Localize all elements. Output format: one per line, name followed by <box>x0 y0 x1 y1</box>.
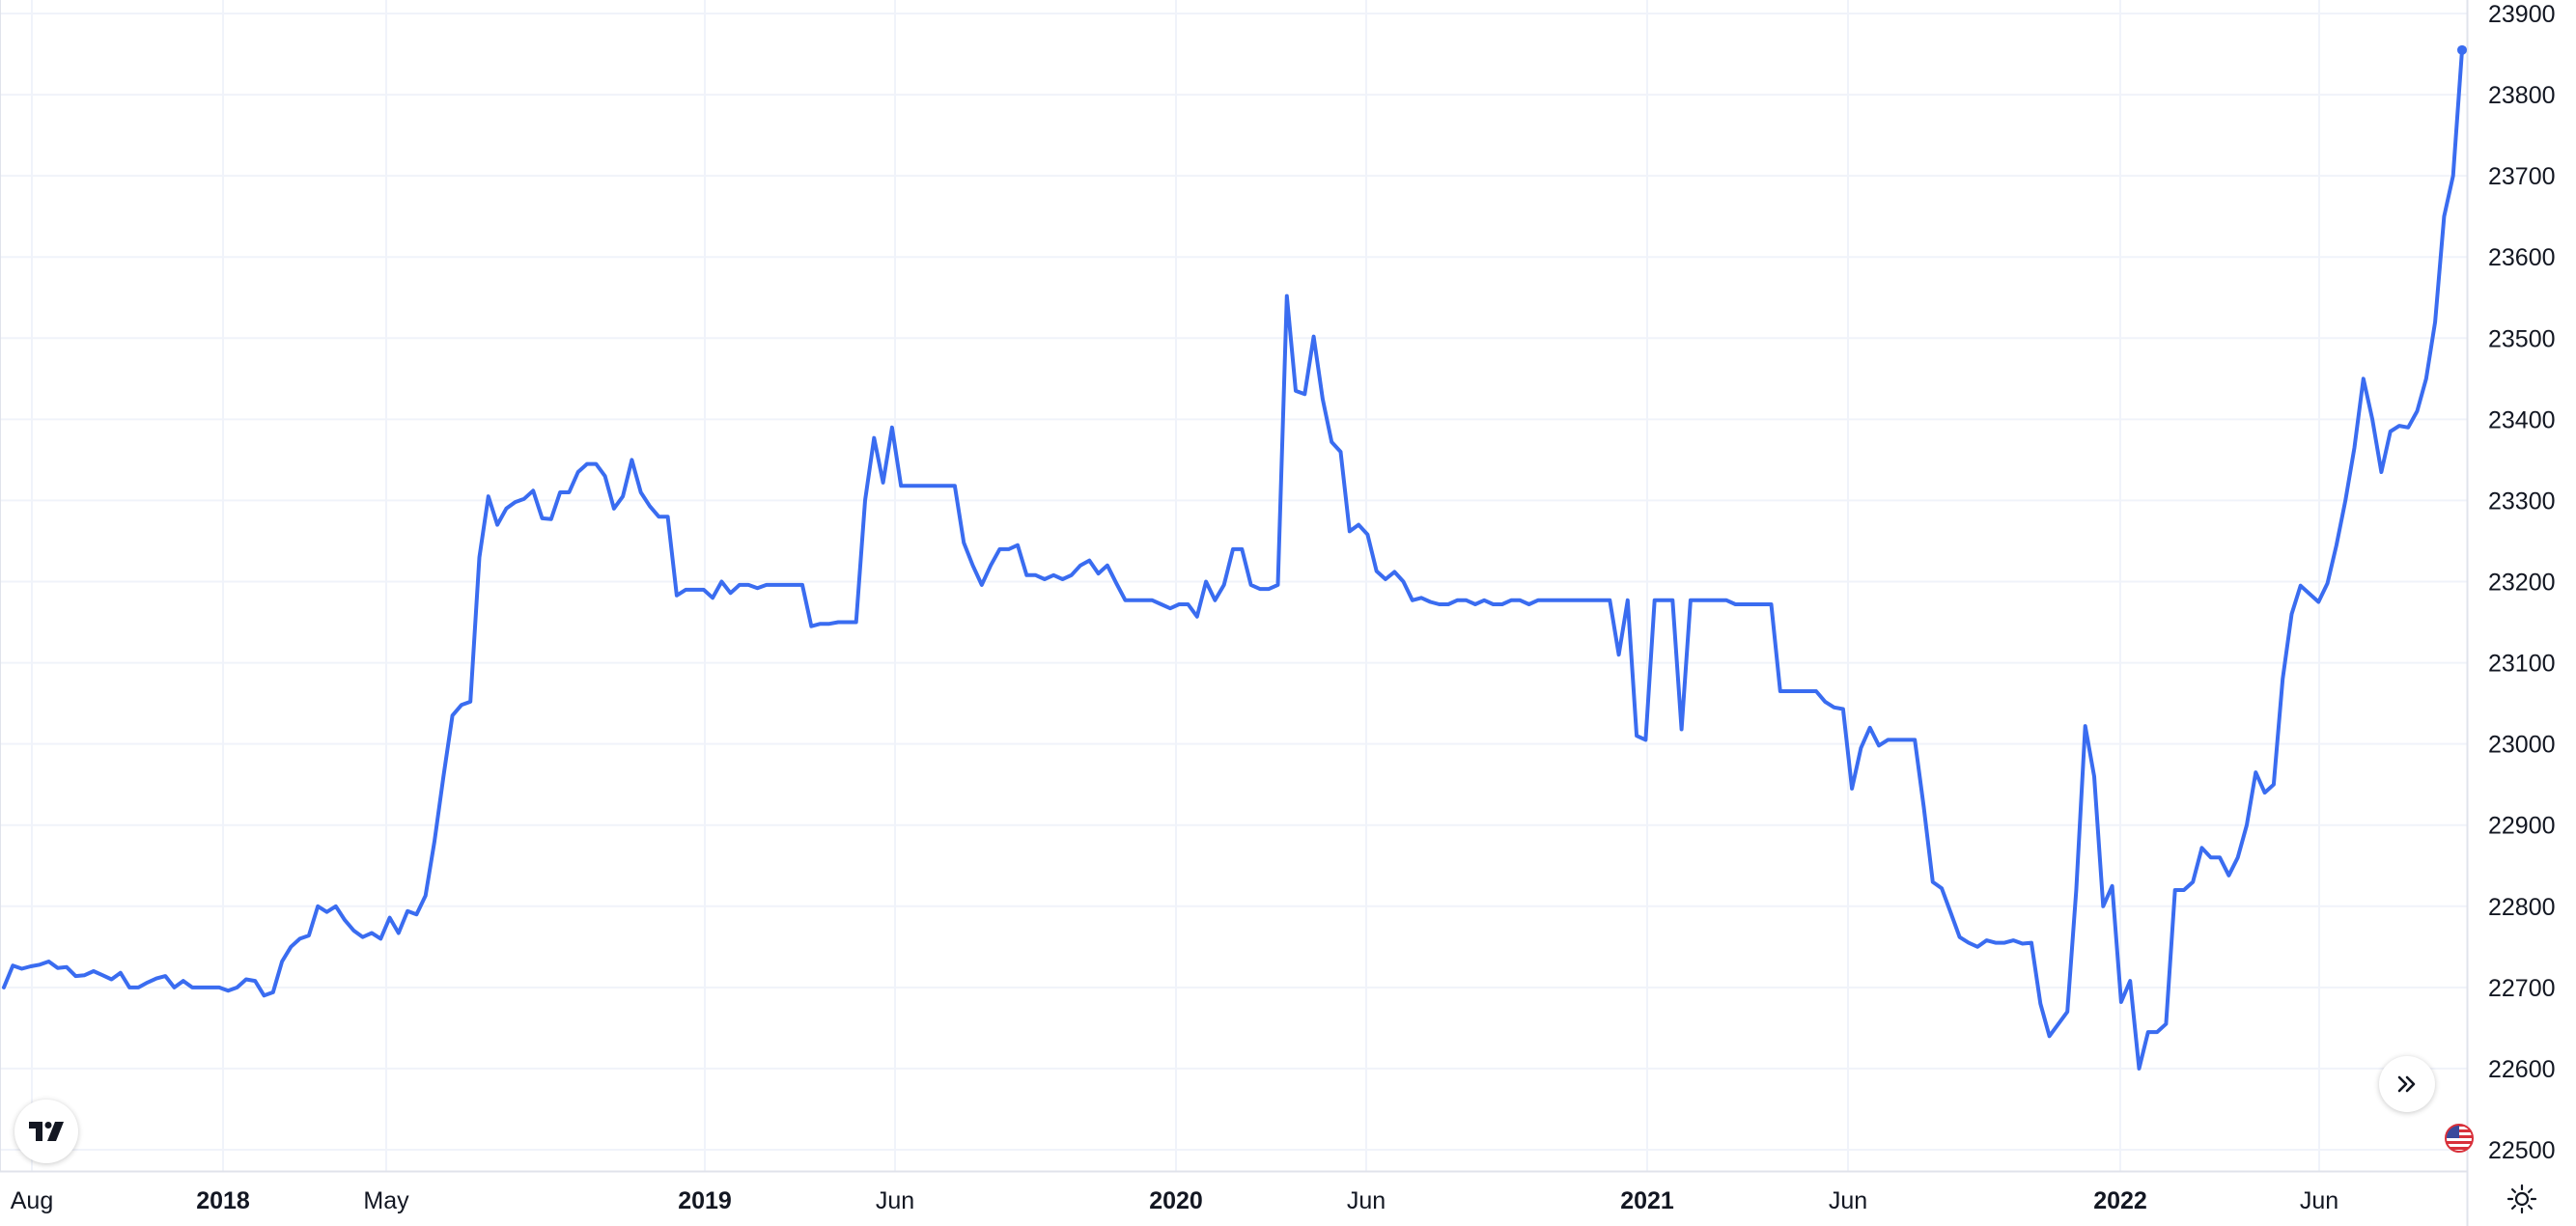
double-chevron-right-icon <box>2397 1075 2416 1093</box>
us-flag-icon <box>2445 1124 2474 1153</box>
tradingview-logo-icon[interactable] <box>14 1100 78 1163</box>
y-tick-label: 23200 <box>2488 570 2556 597</box>
tradingview-logo-glyph <box>29 1122 64 1141</box>
y-tick-label: 23500 <box>2488 325 2556 352</box>
x-tick-label: May <box>363 1187 409 1214</box>
x-axis-ticks: Aug 2018 May 2019 Jun 2020 Jun 2021 Jun 2022 Jun <box>11 1187 2338 1214</box>
y-tick-label: 23900 <box>2488 1 2556 28</box>
y-tick-label: 22600 <box>2488 1056 2556 1083</box>
series-layer <box>2 44 2467 1071</box>
x-tick-label: 2019 <box>678 1187 732 1214</box>
gear-icon <box>2506 1184 2537 1214</box>
x-tick-label: Jun <box>1347 1187 1386 1214</box>
y-tick-label: 23700 <box>2488 163 2556 190</box>
x-tick-label: 2021 <box>1620 1187 1674 1214</box>
scroll-to-realtime-button[interactable] <box>2379 1056 2435 1112</box>
x-tick-label: Jun <box>876 1187 914 1214</box>
y-tick-label: 23100 <box>2488 651 2556 678</box>
y-tick-label: 23000 <box>2488 732 2556 759</box>
x-tick-label: Jun <box>2300 1187 2338 1214</box>
y-tick-label: 22800 <box>2488 894 2556 921</box>
y-axis-ticks: 23900 23800 23700 23600 23500 23400 23300 23200… <box>2488 1 2556 1164</box>
y-tick-label: 22700 <box>2488 975 2556 1002</box>
y-tick-label: 22900 <box>2488 813 2556 840</box>
y-tick-label: 23400 <box>2488 406 2556 433</box>
y-tick-label: 23800 <box>2488 82 2556 109</box>
x-tick-label: 2018 <box>196 1187 250 1214</box>
last-point-marker <box>2457 44 2467 55</box>
axes <box>0 0 2469 1226</box>
x-tick-label: Aug <box>11 1187 53 1214</box>
grid-lines <box>0 0 2467 1171</box>
x-tick-label: 2020 <box>1149 1187 1203 1214</box>
y-tick-label: 23600 <box>2488 244 2556 271</box>
y-tick-label: 22500 <box>2488 1137 2556 1164</box>
series-line <box>2 47 2464 1071</box>
x-tick-label: 2022 <box>2093 1187 2147 1214</box>
chart-settings-button[interactable] <box>2503 1180 2541 1218</box>
x-tick-label: Jun <box>1829 1187 1867 1214</box>
y-tick-label: 23300 <box>2488 488 2556 515</box>
